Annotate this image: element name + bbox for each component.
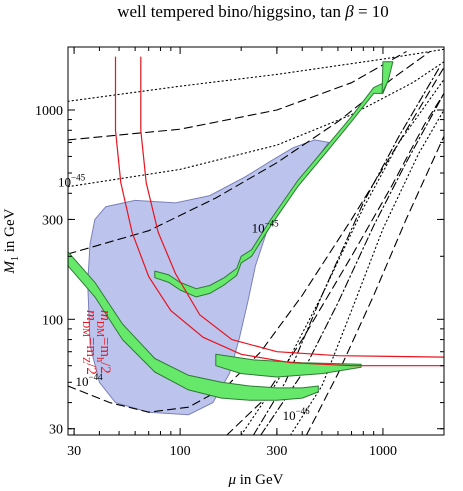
contour-label-1: 10−45 bbox=[58, 173, 86, 190]
x-axis-label: μ in GeV bbox=[227, 472, 283, 488]
contour-label-4: 10−46 bbox=[283, 406, 311, 423]
contour-line-1 bbox=[68, 48, 444, 102]
mdm-label-mh: mDM=mh/2 bbox=[94, 310, 113, 374]
contour-line-2 bbox=[68, 61, 444, 188]
y-axis-label: M1 in GeV bbox=[2, 208, 21, 274]
contour-label-3: 10−44 bbox=[76, 372, 104, 389]
contour-line-3 bbox=[240, 78, 444, 435]
x-tick-label: 30 bbox=[67, 444, 81, 459]
contour-label-2: 10−45 bbox=[252, 218, 280, 235]
chart-title: well tempered bino/higgsino, tan β = 10 bbox=[117, 2, 389, 21]
y-tick-label: 1000 bbox=[35, 104, 63, 119]
mdm-label-mz: mDM=mZ/2 bbox=[80, 310, 99, 375]
contour-line-8 bbox=[226, 92, 444, 435]
y-tick-label: 100 bbox=[42, 313, 63, 328]
mdm-curve-layer bbox=[114, 56, 444, 367]
y-tick-label: 30 bbox=[49, 423, 63, 438]
contour-line-5 bbox=[68, 51, 407, 141]
contour-line-10 bbox=[260, 92, 444, 435]
x-tick-label: 300 bbox=[266, 444, 287, 459]
axis-ticks: 30 100 300 1000 30 100 300 1000 bbox=[35, 46, 445, 459]
contour-line-9 bbox=[305, 135, 444, 435]
x-tick-label: 100 bbox=[170, 444, 191, 459]
shaded-region bbox=[87, 139, 330, 416]
x-tick-label: 1000 bbox=[369, 444, 397, 459]
green-band-1 bbox=[68, 251, 319, 401]
green-band-4 bbox=[215, 353, 362, 378]
contour-line-6 bbox=[68, 51, 431, 255]
green-band-2 bbox=[154, 80, 389, 298]
y-tick-label: 300 bbox=[42, 213, 63, 228]
green-band-3 bbox=[381, 61, 394, 94]
region-layer bbox=[87, 139, 330, 416]
band-layer bbox=[68, 61, 394, 401]
mdm-curve-2 bbox=[140, 56, 444, 358]
mdm-curve-1 bbox=[114, 56, 444, 367]
plot-frame bbox=[67, 46, 445, 436]
